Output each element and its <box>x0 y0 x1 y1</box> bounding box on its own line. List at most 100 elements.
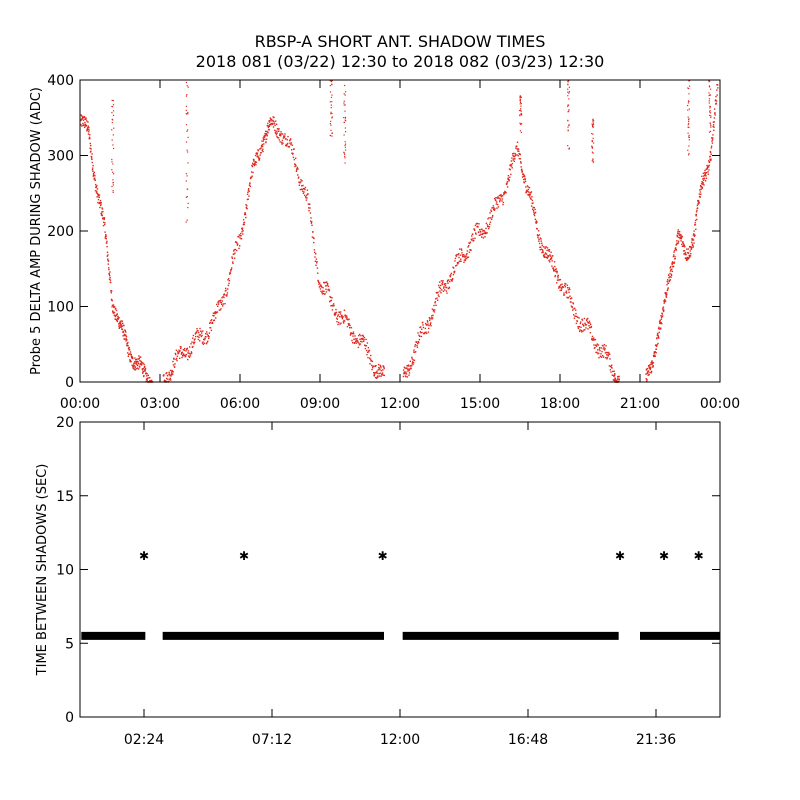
spike-dot <box>567 105 569 107</box>
trace-dot-arc-3 <box>580 329 583 332</box>
trace-dot-arc-2 <box>247 198 249 200</box>
trace-dot-arc-2 <box>338 311 341 313</box>
trace-dot-arc-4 <box>705 171 708 174</box>
trace-dot-arc-4 <box>665 293 667 296</box>
trace-dot-arc-3 <box>546 247 549 249</box>
trace-dot-arc-2 <box>298 176 300 178</box>
trace-dot-arc-1 <box>92 164 94 167</box>
trace-dot-arc-2 <box>193 339 196 341</box>
trace-dot-arc-4 <box>679 236 682 238</box>
trace-dot-arc-2 <box>181 351 184 353</box>
trace-dot-arc-2 <box>264 138 266 140</box>
spike-dot <box>186 130 188 132</box>
trace-dot-arc-4 <box>683 244 686 246</box>
trace-dot-arc-3 <box>485 222 488 224</box>
trace-dot-arc-3 <box>521 170 523 172</box>
trace-dot-arc-2 <box>337 323 339 326</box>
trace-dot-arc-3 <box>455 255 458 257</box>
spike-dot <box>331 94 333 96</box>
trace-dot-arc-2 <box>262 138 265 141</box>
trace-dot-arc-3 <box>600 355 602 358</box>
trace-dot-arc-3 <box>504 190 506 193</box>
trace-dot-arc-3 <box>568 291 570 293</box>
trace-dot-arc-2 <box>303 191 305 193</box>
trace-dot-arc-1 <box>118 325 120 327</box>
trace-dot-arc-2 <box>255 164 257 166</box>
trace-dot-arc-2 <box>352 342 354 344</box>
spike-dot <box>520 110 522 112</box>
trace-dot-arc-3 <box>437 294 440 296</box>
trace-dot-arc-4 <box>651 361 654 364</box>
spike-dot <box>112 104 115 106</box>
trace-dot-arc-4 <box>648 365 650 367</box>
trace-dot-arc-1 <box>129 360 131 362</box>
trace-dot-arc-3 <box>432 314 434 317</box>
trace-dot-arc-2 <box>233 250 235 252</box>
trace-dot-arc-3 <box>467 256 470 258</box>
trace-dot-arc-2 <box>297 174 299 176</box>
spike-dot <box>687 124 689 126</box>
trace-dot-arc-3 <box>474 224 477 227</box>
trace-dot-arc-4 <box>667 287 669 289</box>
trace-dot-arc-2 <box>356 337 358 340</box>
trace-dot-arc-3 <box>441 289 443 291</box>
trace-dot-arc-2 <box>240 232 242 235</box>
trace-dot-arc-4 <box>664 298 666 301</box>
trace-dot-arc-2 <box>334 312 337 314</box>
trace-dot-arc-4 <box>660 321 662 324</box>
trace-dot-arc-3 <box>417 332 419 334</box>
trace-dot-arc-4 <box>663 300 665 302</box>
trace-dot-arc-2 <box>289 139 292 141</box>
trace-dot-arc-2 <box>234 252 236 254</box>
trace-dot-arc-1 <box>87 128 89 131</box>
trace-dot-arc-1 <box>146 378 148 380</box>
trace-dot-arc-4 <box>665 292 667 294</box>
trace-dot-arc-2 <box>362 335 365 337</box>
trace-dot-arc-3 <box>607 351 609 354</box>
trace-dot-arc-4 <box>686 258 688 260</box>
trace-dot-arc-3 <box>417 342 419 345</box>
trace-dot-arc-1 <box>103 218 105 221</box>
trace-dot-arc-3 <box>500 193 502 196</box>
trace-dot-arc-4 <box>680 237 683 240</box>
trace-dot-arc-3 <box>412 362 415 364</box>
spike-dot <box>111 158 113 161</box>
trace-dot-arc-2 <box>172 364 175 366</box>
trace-dot-arc-2 <box>193 343 195 345</box>
trace-dot-arc-2 <box>273 120 275 123</box>
trace-dot-arc-1 <box>120 324 123 326</box>
trace-dot-arc-3 <box>542 246 545 248</box>
trace-dot-arc-3 <box>410 367 412 370</box>
trace-dot-arc-4 <box>693 235 696 237</box>
trace-dot-arc-2 <box>248 195 250 197</box>
trace-dot-arc-3 <box>503 193 506 195</box>
spike-dot <box>112 100 114 102</box>
trace-dot-arc-3 <box>502 201 505 204</box>
trace-dot-arc-3 <box>547 256 549 258</box>
spike-dot <box>344 116 346 118</box>
trace-dot-arc-3 <box>496 207 498 209</box>
trace-dot-arc-4 <box>659 328 662 330</box>
trace-dot-arc-3 <box>534 211 537 214</box>
trace-dot-arc-4 <box>684 246 686 248</box>
trace-dot-arc-2 <box>274 120 277 122</box>
trace-dot-arc-3 <box>413 349 415 351</box>
trace-dot-arc-3 <box>444 289 446 291</box>
trace-dot-arc-3 <box>427 331 430 333</box>
trace-dot-arc-3 <box>432 317 434 319</box>
trace-dot-arc-2 <box>187 352 189 354</box>
trace-dot-arc-2 <box>223 296 225 299</box>
trace-dot-arc-2 <box>253 159 255 161</box>
spike-dot <box>567 91 569 93</box>
trace-dot-arc-2 <box>326 282 329 285</box>
trace-dot-arc-3 <box>582 330 584 332</box>
trace-dot-arc-1 <box>104 231 106 233</box>
trace-dot-arc-2 <box>173 358 175 360</box>
trace-dot-arc-4 <box>712 121 715 123</box>
trace-dot-arc-2 <box>296 168 298 170</box>
trace-dot-arc-1 <box>98 194 100 196</box>
trace-dot-arc-2 <box>171 369 173 372</box>
trace-dot-arc-1 <box>89 137 91 140</box>
spike-dot <box>331 117 333 119</box>
trace-dot-arc-3 <box>558 279 561 281</box>
